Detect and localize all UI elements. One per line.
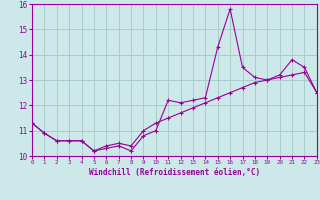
X-axis label: Windchill (Refroidissement éolien,°C): Windchill (Refroidissement éolien,°C) xyxy=(89,168,260,177)
